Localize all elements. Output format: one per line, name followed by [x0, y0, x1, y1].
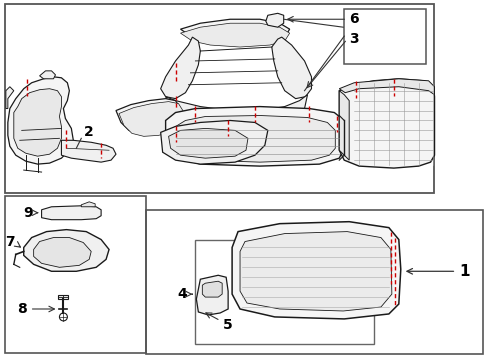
- Text: 5: 5: [206, 313, 233, 332]
- Polygon shape: [8, 77, 74, 164]
- Text: 6: 6: [349, 12, 359, 26]
- Polygon shape: [232, 222, 401, 319]
- Polygon shape: [34, 238, 91, 267]
- Text: 9: 9: [23, 206, 32, 220]
- Bar: [5, 4, 434, 193]
- Polygon shape: [172, 116, 335, 162]
- Polygon shape: [81, 202, 95, 207]
- Text: 7: 7: [5, 234, 15, 248]
- Bar: [146, 210, 483, 354]
- Polygon shape: [161, 37, 200, 99]
- Polygon shape: [180, 19, 290, 43]
- Polygon shape: [161, 121, 268, 164]
- Polygon shape: [116, 99, 180, 133]
- Polygon shape: [339, 79, 435, 95]
- Polygon shape: [119, 102, 183, 136]
- Polygon shape: [202, 281, 222, 297]
- Polygon shape: [42, 206, 101, 220]
- Polygon shape: [272, 37, 312, 99]
- Text: 2: 2: [84, 125, 94, 139]
- Polygon shape: [24, 230, 109, 271]
- Polygon shape: [14, 89, 61, 156]
- Polygon shape: [40, 71, 55, 79]
- Bar: [344, 9, 426, 64]
- Polygon shape: [58, 295, 69, 299]
- Text: 8: 8: [17, 302, 26, 316]
- Polygon shape: [180, 23, 290, 47]
- Bar: [196, 239, 374, 344]
- Text: 1: 1: [459, 264, 469, 279]
- Polygon shape: [166, 107, 344, 166]
- Bar: [5, 196, 146, 353]
- Text: 3: 3: [349, 32, 359, 46]
- Polygon shape: [169, 129, 248, 158]
- Polygon shape: [339, 79, 435, 168]
- Polygon shape: [266, 13, 284, 27]
- Polygon shape: [196, 275, 228, 315]
- Text: 4: 4: [177, 287, 187, 301]
- Polygon shape: [61, 140, 116, 162]
- Polygon shape: [6, 87, 14, 109]
- Polygon shape: [166, 95, 308, 125]
- Polygon shape: [339, 91, 349, 160]
- Polygon shape: [240, 231, 392, 311]
